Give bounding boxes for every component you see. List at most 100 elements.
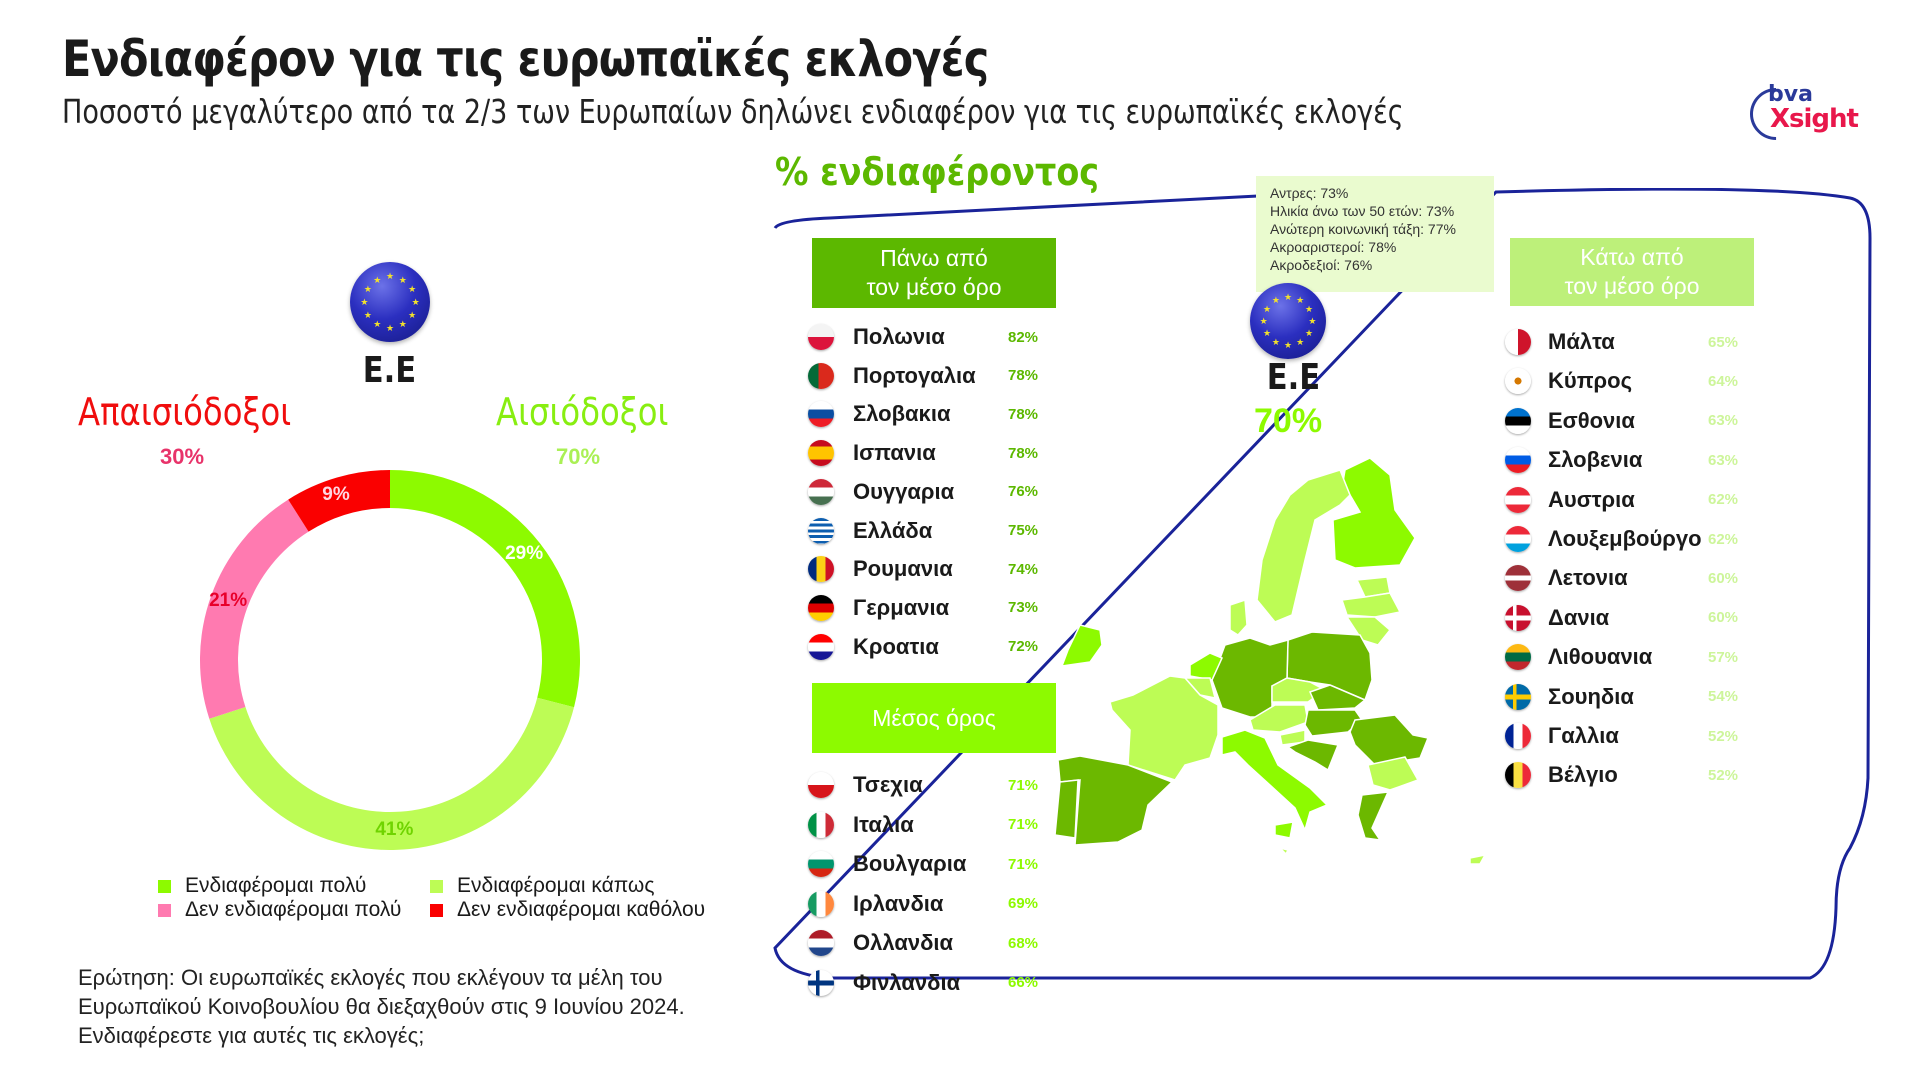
- flag-be-icon: [1505, 762, 1531, 789]
- eu-map-label: Ε.Ε: [1266, 357, 1321, 398]
- country-name: Φινλανδια: [853, 969, 961, 995]
- country-value: 54%: [1708, 688, 1739, 706]
- country-value: 62%: [1708, 491, 1739, 509]
- country-value: 65%: [1708, 333, 1739, 351]
- country-name: Κύπρος: [1548, 368, 1633, 394]
- star-icon: ★: [363, 309, 372, 320]
- country-row-hu: Ουγγαρια 76%: [808, 477, 1048, 507]
- country-row-si: Σλοβενια 63%: [1505, 445, 1745, 475]
- optimists-value: 70%: [556, 444, 601, 469]
- country-name: Βέλγιο: [1548, 762, 1618, 788]
- map-netherlands: [1189, 652, 1224, 681]
- country-value: 71%: [1008, 776, 1039, 794]
- map-denmark: [1229, 598, 1248, 636]
- star-icon: ★: [411, 297, 420, 307]
- map-greece: [1357, 791, 1390, 841]
- legend-label: Ενδιαφέρομαι πολύ: [185, 874, 367, 897]
- country-name: Σλοβενια: [1548, 447, 1643, 473]
- donut-segment-label: 9%: [322, 483, 350, 505]
- country-value: 52%: [1708, 727, 1739, 745]
- country-value: 78%: [1008, 444, 1039, 462]
- country-value: 57%: [1708, 648, 1739, 666]
- star-icon: ★: [1271, 337, 1280, 348]
- flag-lv-icon: [1505, 565, 1531, 592]
- star-icon: ★: [1284, 291, 1293, 302]
- country-name: Γαλλια: [1548, 723, 1619, 748]
- country-row-mt: Μάλτα 65%: [1505, 327, 1745, 357]
- flag-es-icon: [808, 440, 834, 467]
- interest-donut-chart: 29% 41% 21% 9%: [199, 470, 580, 850]
- country-row-gr: Ελλάδα 75%: [808, 516, 1048, 546]
- country-row-lu: Λουξεμβούργο 62%: [1505, 524, 1745, 554]
- average-header: Μέσος όρος: [812, 683, 1056, 753]
- pessimists-label: Απαισιόδοξοι: [78, 390, 292, 434]
- header-line: Μέσος όρος: [872, 704, 996, 731]
- interest-section-title: % ενδιαφέροντος: [775, 150, 1100, 194]
- callout-frame: [773, 188, 1872, 980]
- flag-fr-icon: [1505, 723, 1531, 749]
- header-line: Κάτω από: [1580, 244, 1684, 270]
- page-subtitle: Ποσοστό μεγαλύτερο από τα 2/3 των Ευρωπα…: [62, 92, 1404, 131]
- country-name: Ρουμανια: [853, 556, 953, 582]
- star-icon: ★: [398, 274, 407, 285]
- country-name: Ιταλια: [853, 811, 914, 837]
- legend-swatch: [430, 903, 443, 917]
- donut-segment-label: 21%: [209, 590, 248, 612]
- logo-xsight-text: Xsight: [1770, 104, 1859, 134]
- above-average-header: Πάνω από τον μέσο όρο: [812, 238, 1056, 308]
- star-icon: ★: [386, 322, 395, 333]
- country-value: 71%: [1008, 816, 1039, 833]
- country-name: Δανια: [1548, 604, 1610, 630]
- country-row-fr: Γαλλια 52%: [1505, 721, 1745, 751]
- country-name: Πορτογαλια: [853, 362, 976, 388]
- pessimists-value: 30%: [160, 444, 205, 469]
- flag-mt-icon: [1505, 329, 1531, 355]
- star-icon: ★: [1271, 294, 1280, 305]
- legend-item-somewhat-interested: Ενδιαφέρομαι κάπως: [430, 874, 654, 898]
- country-row-cz: Τσεχια 71%: [808, 770, 1048, 800]
- country-name: Μάλτα: [1548, 329, 1615, 354]
- legend-item-very-interested: Ενδιαφέρομαι πολύ: [158, 874, 366, 898]
- legend-swatch: [158, 879, 171, 893]
- country-name: Ολλανδια: [853, 930, 954, 955]
- legend-item-not-at-all-interested: Δεν ενδιαφέρομαι καθόλου: [430, 898, 705, 922]
- country-name: Ισπανια: [853, 440, 936, 466]
- flag-ie-icon: [808, 890, 834, 917]
- donut-segment: [288, 470, 390, 532]
- star-icon: ★: [1259, 316, 1268, 326]
- country-row-sk: Σλοβακια 78%: [808, 399, 1048, 429]
- country-row-cy: Κύπρος 64%: [1505, 366, 1745, 396]
- note-line: Ακροαριστεροί: 78%: [1270, 239, 1397, 255]
- country-name: Κροατια: [853, 633, 939, 659]
- country-row-dk: Δανια 60%: [1505, 603, 1745, 633]
- country-value: 63%: [1708, 451, 1739, 469]
- donut-segment: [209, 697, 575, 850]
- star-icon: ★: [1284, 340, 1293, 351]
- star-icon: ★: [1308, 316, 1317, 326]
- country-row-ro: Ρουμανια 74%: [808, 554, 1048, 584]
- bva-xsight-logo-icon: bva Xsight: [1739, 77, 1880, 151]
- country-row-pl: Πολωνια 82%: [808, 322, 1048, 352]
- country-value: 78%: [1008, 367, 1039, 385]
- donut-segment: [390, 470, 580, 708]
- flag-lt-icon: [1505, 644, 1531, 671]
- country-value: 73%: [1008, 599, 1039, 617]
- star-icon: ★: [1262, 303, 1272, 314]
- flag-at-icon: [1505, 486, 1531, 513]
- note-line: Ανώτερη κοινωνική τάξη: 77%: [1270, 221, 1456, 237]
- flag-ro-icon: [808, 556, 834, 583]
- country-name: Γερμανια: [853, 594, 950, 620]
- country-row-se: Σουηδια 54%: [1505, 682, 1745, 712]
- map-portugal: [1054, 779, 1079, 839]
- country-row-lt: Λιθουανια 57%: [1505, 642, 1745, 672]
- flag-pl-icon: [808, 324, 834, 350]
- header-line: τον μέσο όρο: [866, 274, 1002, 300]
- country-value: 76%: [1008, 483, 1039, 501]
- header-line: Πάνω από: [880, 245, 988, 271]
- map-romania: [1349, 714, 1430, 766]
- flag-hu-icon: [808, 478, 834, 505]
- country-row-ee: Εσθονια 63%: [1505, 406, 1745, 436]
- legend-label: Ενδιαφέρομαι κάπως: [457, 874, 655, 897]
- map-ireland: [1060, 624, 1103, 667]
- map-sicily: [1274, 821, 1294, 839]
